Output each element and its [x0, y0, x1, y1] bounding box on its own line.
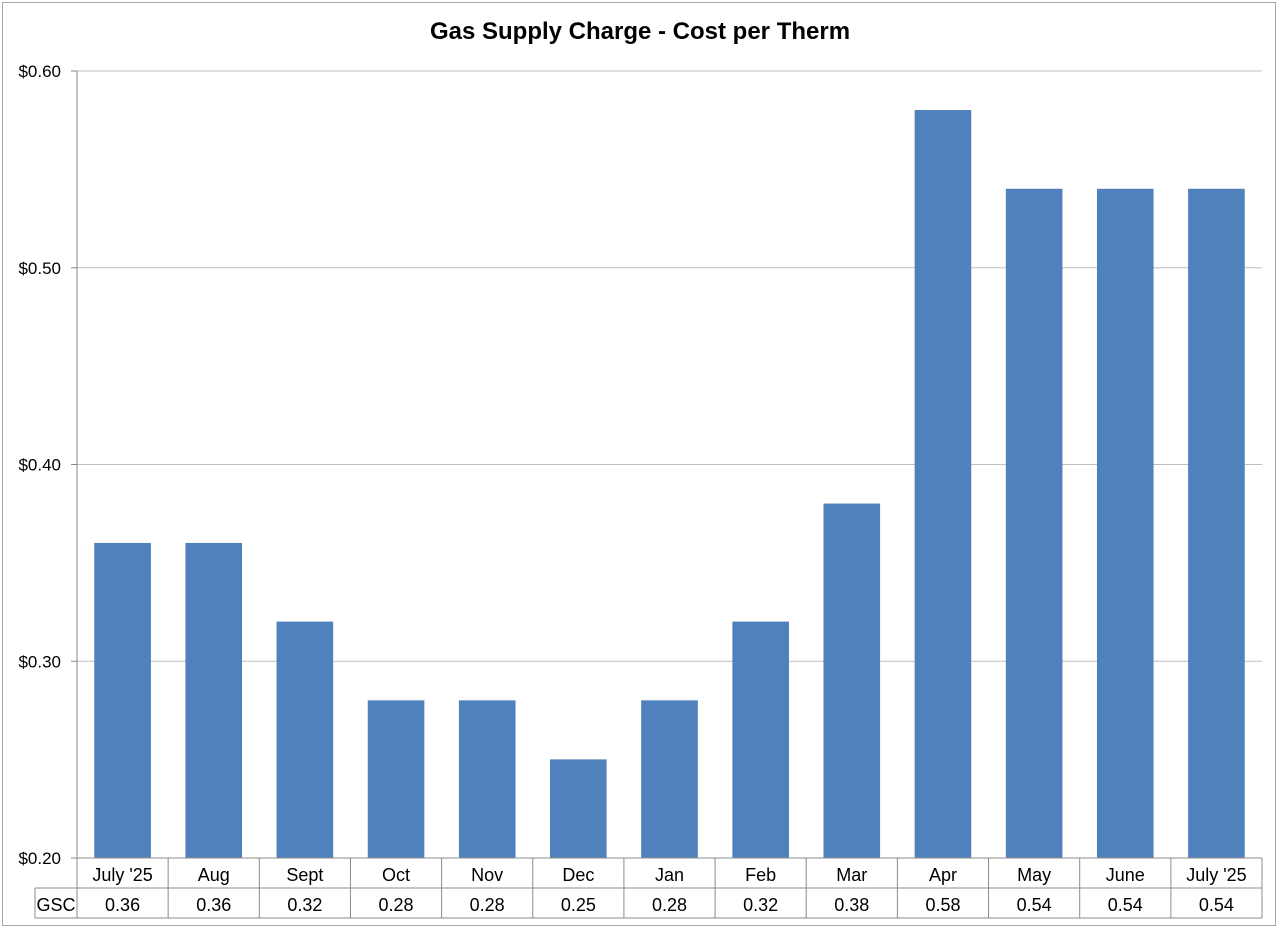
y-tick-label: $0.20 [18, 849, 61, 868]
x-tick-label: June [1106, 865, 1145, 885]
data-table: July '25 0.36 Aug 0.36 Sept 0.32 Oct 0.28 Nov 0.2… [34, 857, 1263, 919]
gridlines [77, 70, 1262, 662]
series-name-label: GSC [36, 895, 75, 915]
x-tick-label: Feb [745, 865, 776, 885]
table-value: 0.58 [925, 895, 960, 915]
x-tick-label: Oct [382, 865, 410, 885]
bar [641, 700, 698, 859]
bar [1188, 188, 1245, 859]
bar [1005, 188, 1063, 859]
table-value: 0.28 [652, 895, 687, 915]
bar [185, 542, 243, 859]
bars [94, 110, 1245, 859]
bar [367, 700, 425, 859]
x-tick-label: May [1017, 865, 1051, 885]
x-tick-label: Sept [286, 865, 323, 885]
bar [823, 503, 881, 859]
table-value: 0.28 [470, 895, 505, 915]
bar [458, 700, 516, 859]
table-value: 0.25 [561, 895, 596, 915]
y-tick-label: $0.60 [18, 62, 61, 81]
table-value: 0.54 [1199, 895, 1234, 915]
table-value: 0.38 [834, 895, 869, 915]
table-value: 0.28 [379, 895, 414, 915]
table-value: 0.32 [743, 895, 778, 915]
x-tick-label: July '25 [1186, 865, 1246, 885]
bar [1096, 188, 1154, 859]
bar [94, 542, 151, 859]
x-tick-label: Dec [562, 865, 594, 885]
y-tick-label: $0.40 [18, 456, 61, 475]
table-value: 0.54 [1017, 895, 1052, 915]
x-tick-label: Nov [471, 865, 503, 885]
x-tick-label: Jan [655, 865, 684, 885]
x-tick-label: Aug [198, 865, 230, 885]
x-tick-label: Mar [836, 865, 867, 885]
axes: $0.20 $0.30 $0.40 $0.50 $0.60 [18, 62, 78, 868]
y-tick-label: $0.30 [18, 652, 61, 671]
y-tick-label: $0.50 [18, 259, 61, 278]
bar [914, 110, 972, 859]
bar [276, 621, 334, 859]
bar [732, 621, 789, 859]
table-value: 0.36 [196, 895, 231, 915]
table-value: 0.54 [1108, 895, 1143, 915]
x-tick-label: Apr [929, 865, 957, 885]
x-tick-label: July '25 [92, 865, 152, 885]
chart-title: Gas Supply Charge - Cost per Therm [429, 18, 851, 45]
table-value: 0.32 [287, 895, 322, 915]
table-value: 0.36 [105, 895, 140, 915]
bar [550, 759, 607, 859]
